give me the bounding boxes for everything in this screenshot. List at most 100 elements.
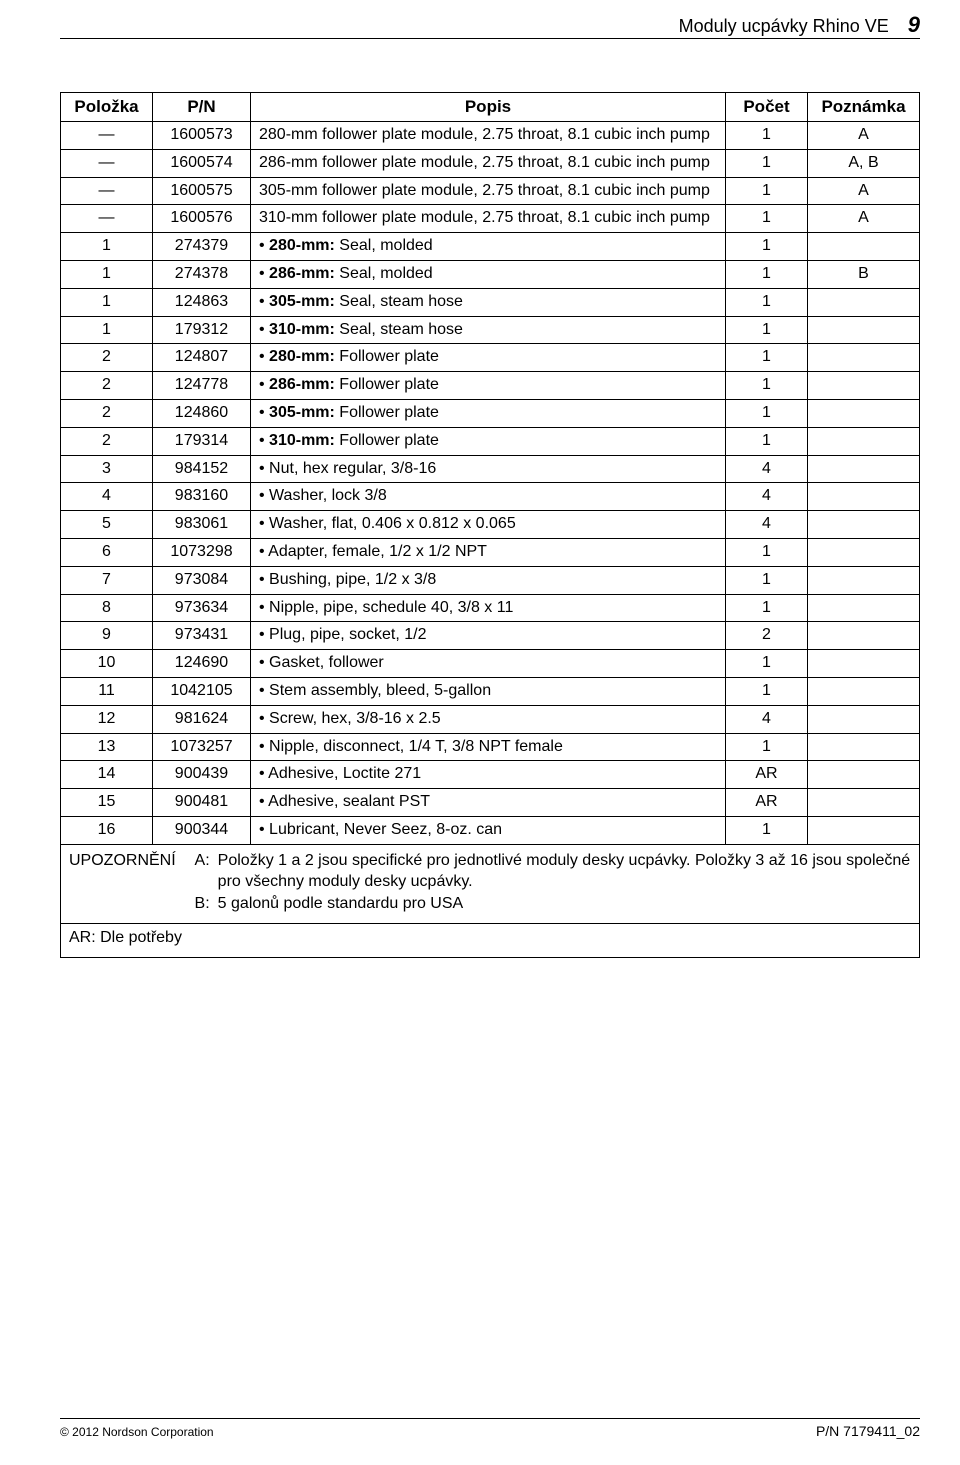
cell-item: — bbox=[61, 205, 153, 233]
cell-pn: 1600575 bbox=[153, 177, 251, 205]
table-row: 1124863305-mm: Seal, steam hose1 bbox=[61, 288, 920, 316]
cell-item: 1 bbox=[61, 233, 153, 261]
cell-qty: AR bbox=[726, 789, 808, 817]
cell-pn: 984152 bbox=[153, 455, 251, 483]
cell-item: 1 bbox=[61, 316, 153, 344]
cell-pn: 983061 bbox=[153, 511, 251, 539]
cell-qty: 1 bbox=[726, 594, 808, 622]
cell-item: 14 bbox=[61, 761, 153, 789]
cell-qty: 1 bbox=[726, 177, 808, 205]
cell-qty: 1 bbox=[726, 677, 808, 705]
cell-note bbox=[808, 816, 920, 844]
cell-item: 2 bbox=[61, 372, 153, 400]
cell-item: 3 bbox=[61, 455, 153, 483]
cell-pn: 274379 bbox=[153, 233, 251, 261]
cell-item: 4 bbox=[61, 483, 153, 511]
footer-pn: P/N 7179411_02 bbox=[816, 1423, 920, 1439]
cell-qty: 1 bbox=[726, 205, 808, 233]
cell-qty: 1 bbox=[726, 316, 808, 344]
cell-qty: 1 bbox=[726, 538, 808, 566]
cell-note bbox=[808, 733, 920, 761]
cell-note bbox=[808, 622, 920, 650]
cell-desc: Bushing, pipe, 1/2 x 3/8 bbox=[251, 566, 726, 594]
cell-qty: 1 bbox=[726, 288, 808, 316]
cell-note bbox=[808, 789, 920, 817]
cell-desc: Gasket, follower bbox=[251, 650, 726, 678]
cell-item: 15 bbox=[61, 789, 153, 817]
cell-item: 2 bbox=[61, 427, 153, 455]
table-row: 9973431Plug, pipe, socket, 1/22 bbox=[61, 622, 920, 650]
ar-key: AR: bbox=[69, 929, 96, 946]
cell-item: 5 bbox=[61, 511, 153, 539]
cell-note bbox=[808, 566, 920, 594]
cell-pn: 179312 bbox=[153, 316, 251, 344]
cell-desc: Screw, hex, 3/8-16 x 2.5 bbox=[251, 705, 726, 733]
cell-desc: 305-mm follower plate module, 2.75 throa… bbox=[251, 177, 726, 205]
footer-copyright: © 2012 Nordson Corporation bbox=[60, 1425, 214, 1439]
cell-pn: 1073298 bbox=[153, 538, 251, 566]
cell-note bbox=[808, 761, 920, 789]
table-row: —1600576310-mm follower plate module, 2.… bbox=[61, 205, 920, 233]
cell-desc: Nut, hex regular, 3/8-16 bbox=[251, 455, 726, 483]
header-title-text: Moduly ucpávky Rhino VE bbox=[679, 16, 889, 36]
cell-item: 10 bbox=[61, 650, 153, 678]
cell-pn: 1042105 bbox=[153, 677, 251, 705]
cell-note bbox=[808, 594, 920, 622]
cell-note bbox=[808, 427, 920, 455]
cell-note bbox=[808, 344, 920, 372]
cell-desc: 305-mm: Follower plate bbox=[251, 399, 726, 427]
cell-item: 13 bbox=[61, 733, 153, 761]
cell-desc: Washer, flat, 0.406 x 0.812 x 0.065 bbox=[251, 511, 726, 539]
table-row: —1600575305-mm follower plate module, 2.… bbox=[61, 177, 920, 205]
table-row: 7973084Bushing, pipe, 1/2 x 3/81 bbox=[61, 566, 920, 594]
cell-desc: Nipple, pipe, schedule 40, 3/8 x 11 bbox=[251, 594, 726, 622]
cell-pn: 179314 bbox=[153, 427, 251, 455]
cell-note bbox=[808, 455, 920, 483]
footer-rule bbox=[60, 1418, 920, 1419]
notes-label: UPOZORNĚNÍ bbox=[69, 851, 182, 917]
table-row: 131073257Nipple, disconnect, 1/4 T, 3/8 … bbox=[61, 733, 920, 761]
cell-qty: 1 bbox=[726, 260, 808, 288]
table-row: 1274379280-mm: Seal, molded1 bbox=[61, 233, 920, 261]
cell-pn: 973084 bbox=[153, 566, 251, 594]
cell-note bbox=[808, 677, 920, 705]
table-row: 5983061Washer, flat, 0.406 x 0.812 x 0.0… bbox=[61, 511, 920, 539]
cell-item: — bbox=[61, 149, 153, 177]
table-row: 12981624Screw, hex, 3/8-16 x 2.54 bbox=[61, 705, 920, 733]
cell-qty: 1 bbox=[726, 733, 808, 761]
cell-qty: 1 bbox=[726, 427, 808, 455]
cell-pn: 1073257 bbox=[153, 733, 251, 761]
cell-pn: 1600573 bbox=[153, 122, 251, 150]
cell-desc: Nipple, disconnect, 1/4 T, 3/8 NPT femal… bbox=[251, 733, 726, 761]
cell-item: 2 bbox=[61, 344, 153, 372]
table-row: 3984152Nut, hex regular, 3/8-164 bbox=[61, 455, 920, 483]
cell-pn: 124778 bbox=[153, 372, 251, 400]
table-row: —1600574286-mm follower plate module, 2.… bbox=[61, 149, 920, 177]
cell-note bbox=[808, 538, 920, 566]
cell-qty: 4 bbox=[726, 705, 808, 733]
ar-text: Dle potřeby bbox=[100, 929, 182, 946]
parts-table: Položka P/N Popis Počet Poznámka —160057… bbox=[60, 92, 920, 958]
table-row: 61073298Adapter, female, 1/2 x 1/2 NPT1 bbox=[61, 538, 920, 566]
col-desc: Popis bbox=[251, 93, 726, 122]
cell-pn: 900344 bbox=[153, 816, 251, 844]
cell-item: 11 bbox=[61, 677, 153, 705]
cell-note bbox=[808, 399, 920, 427]
table-row: 2124778286-mm: Follower plate1 bbox=[61, 372, 920, 400]
cell-pn: 124860 bbox=[153, 399, 251, 427]
cell-qty: 1 bbox=[726, 344, 808, 372]
cell-desc: Adhesive, sealant PST bbox=[251, 789, 726, 817]
cell-desc: 310-mm: Follower plate bbox=[251, 427, 726, 455]
table-row: 8973634Nipple, pipe, schedule 40, 3/8 x … bbox=[61, 594, 920, 622]
cell-qty: 1 bbox=[726, 233, 808, 261]
cell-desc: 286-mm: Follower plate bbox=[251, 372, 726, 400]
cell-desc: 310-mm: Seal, steam hose bbox=[251, 316, 726, 344]
cell-qty: 1 bbox=[726, 122, 808, 150]
cell-qty: 2 bbox=[726, 622, 808, 650]
cell-desc: 286-mm: Seal, molded bbox=[251, 260, 726, 288]
cell-pn: 981624 bbox=[153, 705, 251, 733]
cell-desc: 280-mm follower plate module, 2.75 throa… bbox=[251, 122, 726, 150]
col-item: Položka bbox=[61, 93, 153, 122]
cell-qty: 1 bbox=[726, 650, 808, 678]
table-row: 111042105Stem assembly, bleed, 5-gallon1 bbox=[61, 677, 920, 705]
